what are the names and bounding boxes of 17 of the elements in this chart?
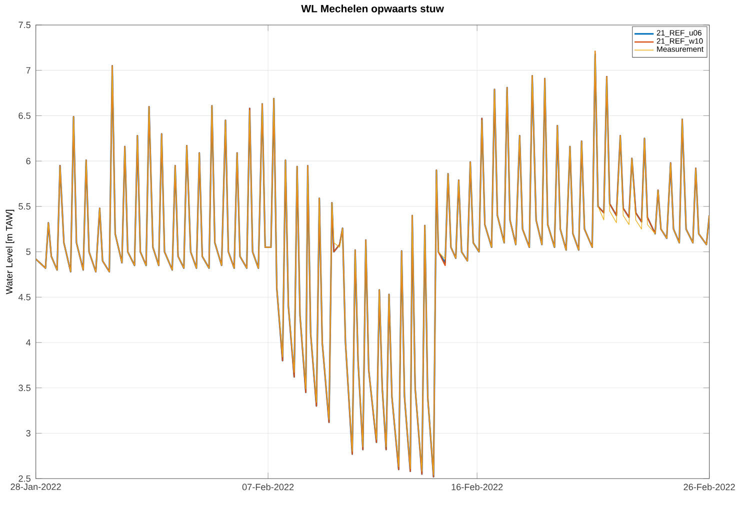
y-tick-label: 3 bbox=[26, 430, 30, 436]
y-tick-label: 5.5 bbox=[18, 203, 30, 210]
chart-title: WL Mechelen opwaarts stuw bbox=[301, 4, 444, 14]
x-tick-label: 07-Feb-2022 bbox=[242, 483, 294, 490]
y-tick-label: 7 bbox=[26, 67, 30, 74]
y-tick-label: 4.5 bbox=[18, 294, 30, 300]
y-tick-label: 2.5 bbox=[18, 475, 30, 482]
y-tick-label: 6.5 bbox=[18, 112, 30, 119]
x-tick-label: 16-Feb-2022 bbox=[452, 483, 503, 490]
x-tick-label: 26-Feb-2022 bbox=[684, 483, 735, 490]
x-tick-label: 28-Jan-2022 bbox=[10, 483, 61, 490]
y-tick-label: 4 bbox=[26, 339, 31, 346]
y-axis-title: Water Level [m TAW] bbox=[6, 210, 14, 294]
y-tick-label: 6 bbox=[26, 158, 30, 164]
y-tick-label: 3.5 bbox=[18, 384, 30, 391]
y-tick-label: 7.5 bbox=[18, 22, 30, 28]
y-tick-label: 5 bbox=[26, 248, 30, 255]
